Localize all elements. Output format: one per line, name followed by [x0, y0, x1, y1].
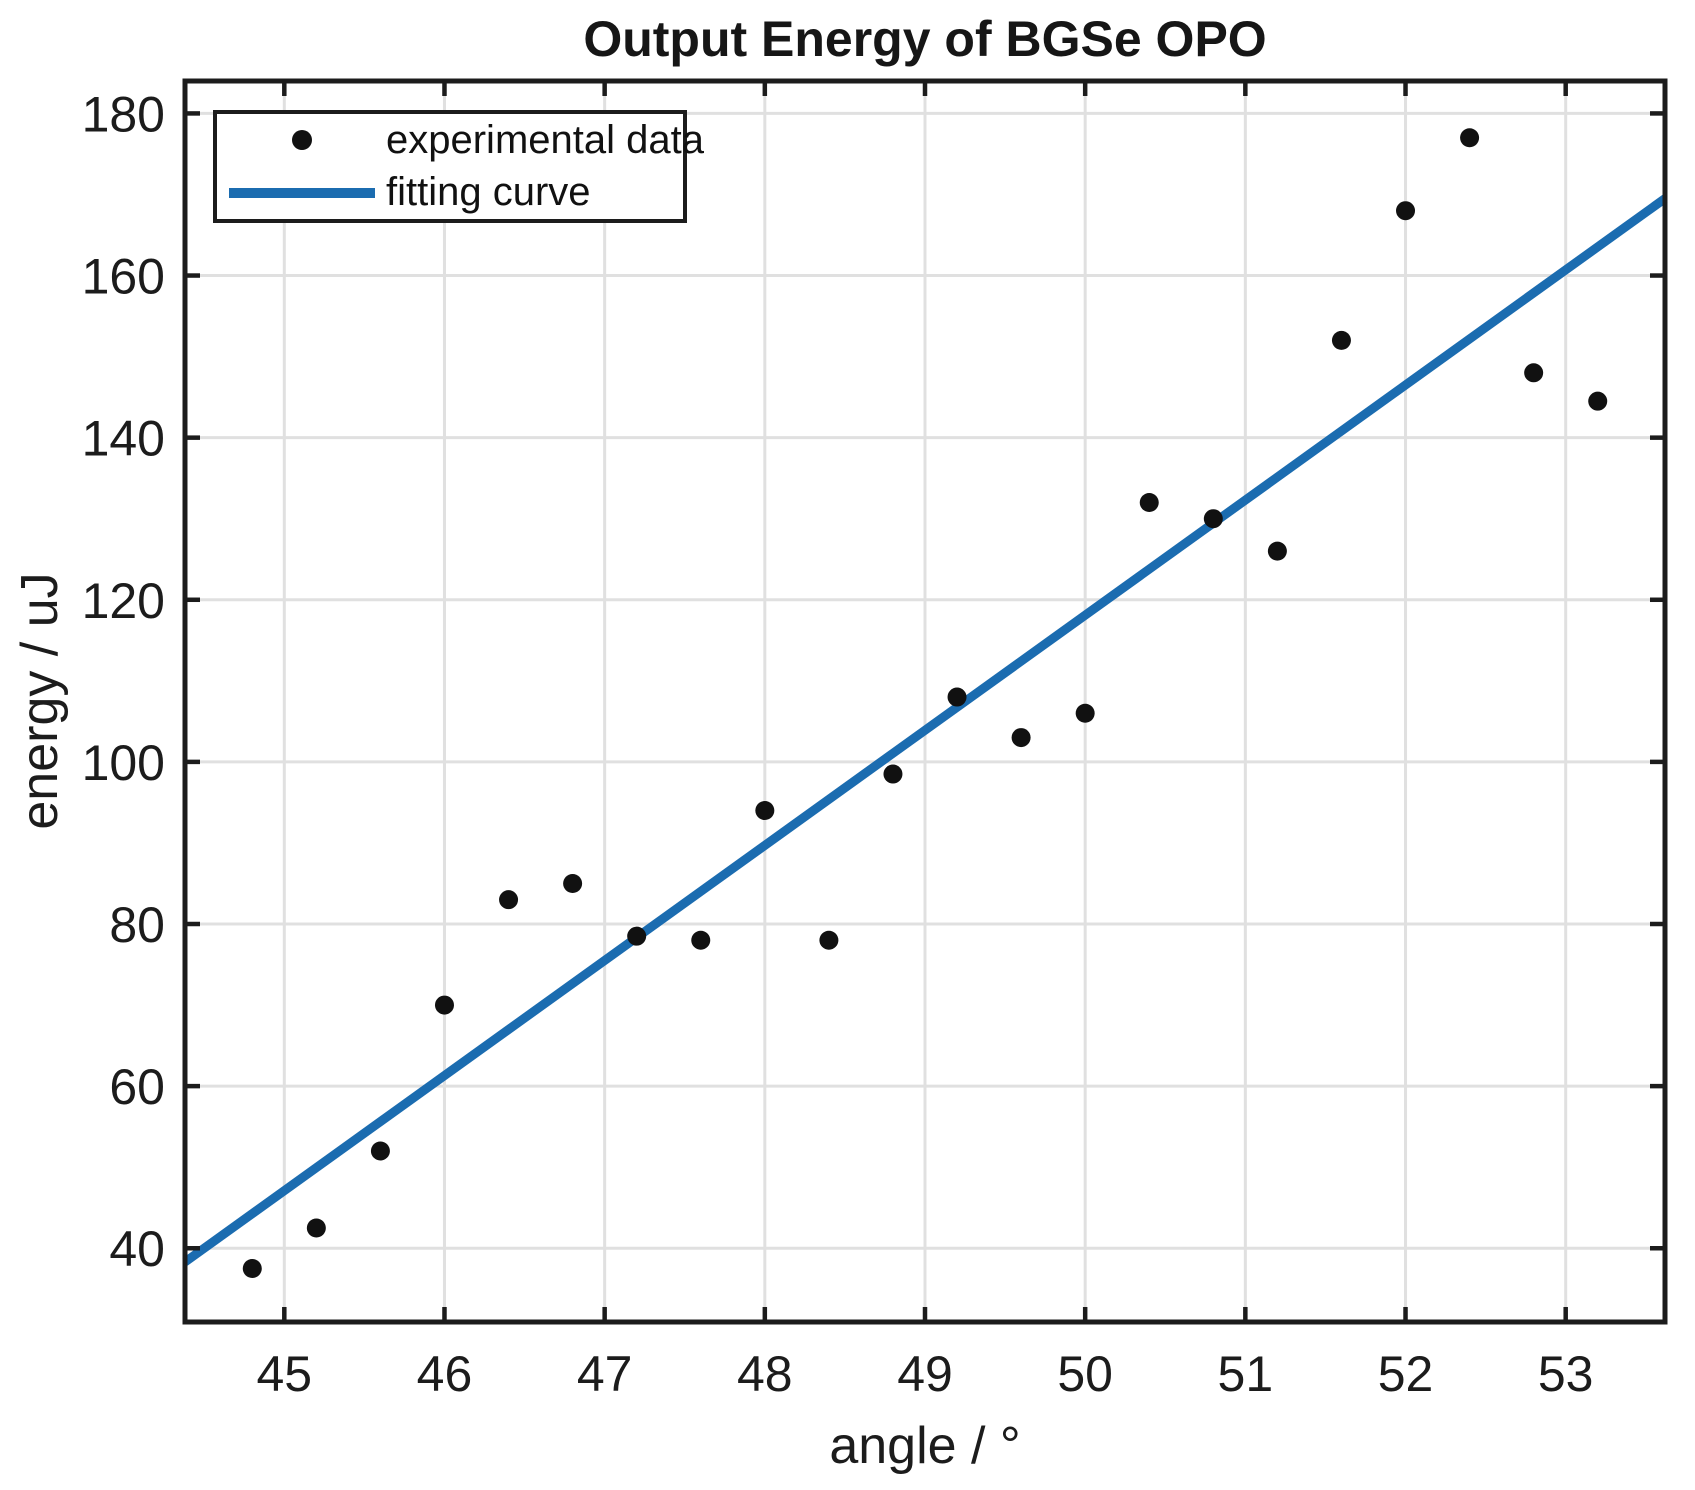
gridlines [185, 81, 1665, 1322]
y-tick-label: 80 [109, 897, 165, 953]
data-point [883, 764, 903, 784]
y-axis-label: energy / uJ [11, 572, 69, 830]
data-point [1331, 330, 1351, 350]
legend: experimental data fitting curve [213, 110, 704, 223]
data-point [306, 1218, 326, 1238]
data-points [242, 128, 1608, 1279]
data-point [1139, 493, 1159, 513]
data-point [691, 930, 711, 950]
x-tick-label: 49 [897, 1346, 953, 1402]
y-tick-label: 180 [82, 86, 165, 142]
x-tick-label: 50 [1057, 1346, 1113, 1402]
x-tick-label: 52 [1378, 1346, 1434, 1402]
y-tick-label: 120 [82, 573, 165, 629]
legend-item-experimental-data: experimental data [217, 114, 704, 167]
y-tick-label: 140 [82, 411, 165, 467]
x-tick-label: 48 [737, 1346, 793, 1402]
legend-item-fitting-curve: fitting curve [217, 167, 683, 220]
data-point [1588, 391, 1608, 411]
line-swatch-icon [228, 187, 375, 198]
chart-title: Output Energy of BGSe OPO [583, 11, 1267, 67]
legend-label: experimental data [386, 117, 704, 162]
tick-labels: 45 46 47 48 49 50 51 52 53 40 60 80 100 120 140 160 180 [82, 86, 1594, 1402]
data-point [1203, 509, 1223, 529]
y-tick-label: 40 [109, 1221, 165, 1277]
data-point [1460, 128, 1480, 148]
x-tick-label: 47 [577, 1346, 633, 1402]
fitting-curve-line [182, 194, 1668, 1266]
y-tick-label: 100 [82, 735, 165, 791]
data-point [1011, 728, 1031, 748]
x-tick-label: 45 [256, 1346, 312, 1402]
x-tick-label: 53 [1538, 1346, 1594, 1402]
data-point [1396, 201, 1416, 221]
data-point [499, 890, 519, 910]
legend-swatch-area [217, 187, 386, 198]
x-tick-label: 46 [417, 1346, 473, 1402]
data-point [755, 801, 775, 821]
data-point [819, 930, 839, 950]
data-point [242, 1259, 262, 1279]
data-point [947, 687, 967, 707]
data-point [1267, 541, 1287, 561]
legend-label: fitting curve [386, 170, 591, 215]
y-tick-label: 60 [109, 1059, 165, 1115]
x-tick-label: 51 [1218, 1346, 1274, 1402]
data-point [627, 926, 647, 946]
tick-marks [185, 81, 1665, 1322]
scatter-marker-icon [291, 130, 312, 151]
data-point [370, 1141, 390, 1161]
data-point [563, 873, 583, 893]
data-point [434, 995, 454, 1015]
legend-swatch-area [217, 130, 386, 151]
data-point [1524, 363, 1544, 383]
data-point [1075, 703, 1095, 723]
y-tick-label: 160 [82, 249, 165, 305]
x-axis-label: angle / ° [829, 1417, 1021, 1475]
